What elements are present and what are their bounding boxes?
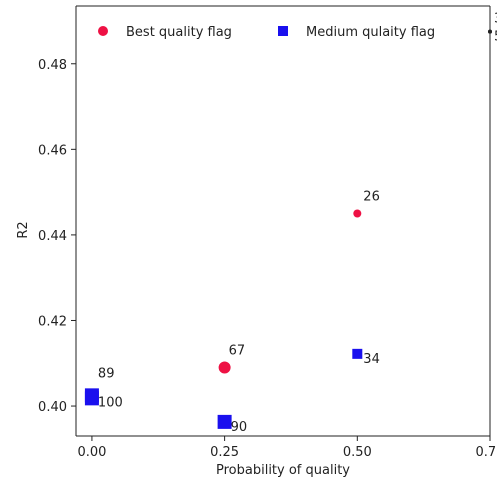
legend-marker [98, 26, 108, 36]
y-tick-label: 0.46 [38, 143, 67, 158]
data-point [217, 414, 232, 429]
legend-marker [278, 26, 288, 36]
data-point [218, 361, 231, 374]
data-label: 67 [229, 344, 246, 359]
x-tick-label: 0.25 [210, 445, 239, 460]
data-point [352, 348, 363, 359]
y-tick-label: 0.40 [38, 400, 67, 415]
axes: 0.00 0.25 0.50 0.75 0.40 0.42 0.44 0.46 0.48 [38, 5, 497, 460]
legend: Best quality flag Medium qulaity flag [98, 25, 435, 40]
data-label: 5 [494, 30, 497, 45]
data-label: 89 [98, 366, 115, 381]
data-label: 90 [231, 420, 248, 435]
point-labels: 67 26 89 100 90 34 3 5 [98, 12, 497, 435]
y-tick-label: 0.48 [38, 58, 67, 73]
legend-label: Medium qulaity flag [306, 25, 435, 40]
x-tick-label: 0.50 [343, 445, 372, 460]
data-points [84, 29, 492, 429]
y-tick-label: 0.44 [38, 229, 67, 244]
y-tick-label: 0.42 [38, 314, 67, 329]
data-point [488, 29, 492, 34]
x-axis-label: Probability of quality [216, 463, 350, 478]
x-tick-label: 0.75 [476, 445, 497, 460]
legend-label: Best quality flag [126, 25, 232, 40]
x-tick-label: 0.00 [77, 445, 106, 460]
data-label: 34 [363, 352, 380, 367]
data-label: 100 [98, 395, 123, 410]
data-label: 3 [494, 12, 497, 27]
data-point [84, 391, 99, 406]
data-label: 26 [363, 190, 380, 205]
data-point [353, 209, 362, 218]
y-axis-label: R2 [16, 221, 31, 238]
